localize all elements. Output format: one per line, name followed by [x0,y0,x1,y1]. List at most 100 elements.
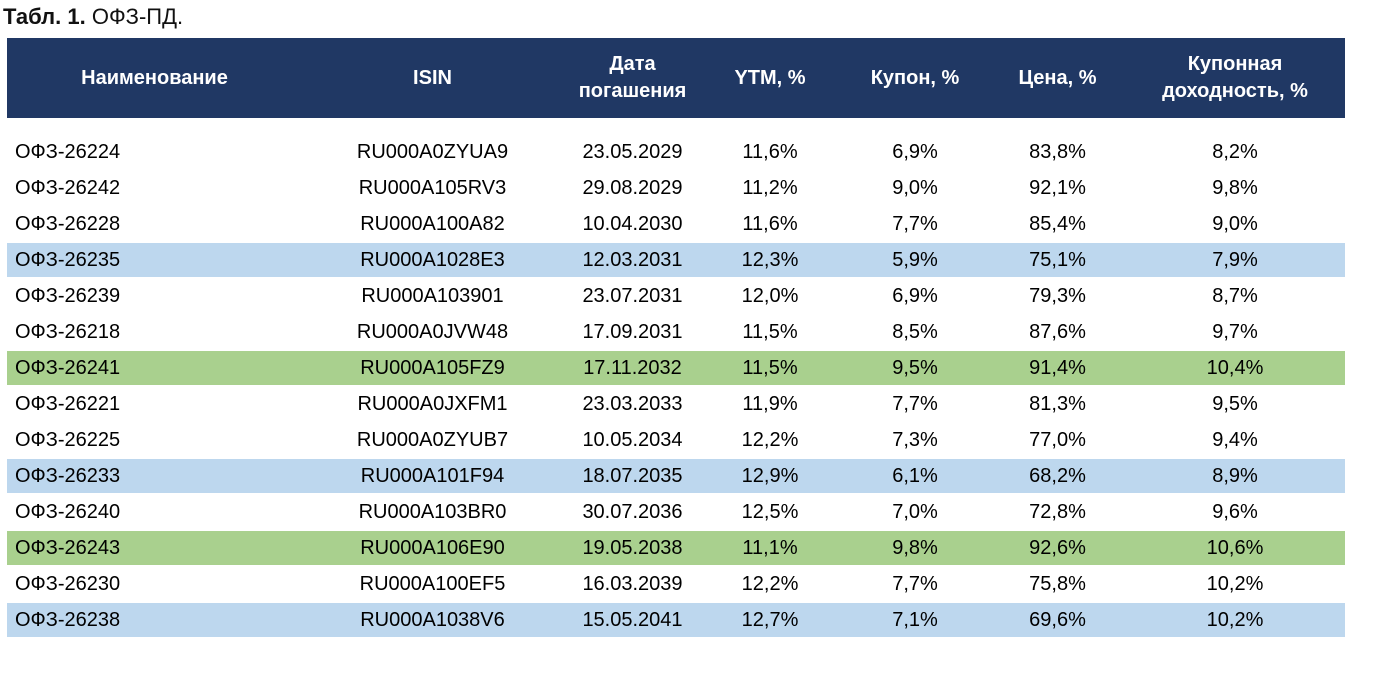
cell-coupon_yield: 9,5% [1125,386,1345,423]
cell-ytm: 12,9% [700,458,840,495]
cell-maturity: 10.04.2030 [565,206,700,243]
table-header-row: Наименование ISIN Дата погашения YTM, % … [7,38,1345,118]
cell-coupon: 9,8% [840,530,990,567]
cell-coupon: 7,7% [840,566,990,603]
table-header: Наименование ISIN Дата погашения YTM, % … [7,38,1345,118]
table-body: ОФЗ-26224 RU000A0ZYUA9 23.05.2029 11,6% 6,9%… [7,118,1345,639]
cell-name: ОФЗ-26233 [7,458,300,495]
cell-price: 68,2% [990,458,1125,495]
cell-coupon_yield: 9,4% [1125,422,1345,459]
cell-name: ОФЗ-26243 [7,530,300,567]
column-header-coupon-yield: Купонная доходность, % [1125,38,1345,118]
cell-coupon: 8,5% [840,314,990,351]
cell-name: ОФЗ-26230 [7,566,300,603]
table-caption-number: Табл. 1. [3,4,86,29]
column-header-ytm: YTM, % [700,38,840,118]
cell-ytm: 12,2% [700,566,840,603]
cell-coupon_yield: 10,6% [1125,530,1345,567]
cell-isin: RU000A1038V6 [300,602,565,639]
cell-isin: RU000A103901 [300,278,565,315]
cell-name: ОФЗ-26225 [7,422,300,459]
column-header-coupon: Купон, % [840,38,990,118]
cell-coupon_yield: 8,2% [1125,135,1345,171]
cell-name: ОФЗ-26235 [7,242,300,279]
table-row: ОФЗ-26243 RU000A106E90 19.05.2038 11,1% 9,8%… [7,530,1345,567]
cell-coupon_yield: 10,2% [1125,602,1345,639]
cell-coupon_yield: 9,8% [1125,170,1345,207]
cell-isin: RU000A101F94 [300,458,565,495]
cell-price: 69,6% [990,602,1125,639]
cell-isin: RU000A100A82 [300,206,565,243]
cell-name: ОФЗ-26224 [7,135,300,171]
cell-maturity: 23.05.2029 [565,135,700,171]
cell-ytm: 11,2% [700,170,840,207]
table-row: ОФЗ-26233 RU000A101F94 18.07.2035 12,9% 6,1%… [7,458,1345,495]
cell-coupon_yield: 9,0% [1125,206,1345,243]
table-row: ОФЗ-26242 RU000A105RV3 29.08.2029 11,2% 9,0%… [7,170,1345,207]
cell-coupon_yield: 8,7% [1125,278,1345,315]
cell-isin: RU000A0JXFM1 [300,386,565,423]
cell-coupon_yield: 7,9% [1125,242,1345,279]
column-header-isin: ISIN [300,38,565,118]
cell-ytm: 12,0% [700,278,840,315]
cell-maturity: 10.05.2034 [565,422,700,459]
cell-maturity: 16.03.2039 [565,566,700,603]
cell-isin: RU000A106E90 [300,530,565,567]
cell-price: 75,8% [990,566,1125,603]
cell-name: ОФЗ-26221 [7,386,300,423]
cell-name: ОФЗ-26240 [7,494,300,531]
cell-price: 83,8% [990,135,1125,171]
cell-name: ОФЗ-26228 [7,206,300,243]
cell-ytm: 11,5% [700,314,840,351]
cell-coupon: 5,9% [840,242,990,279]
table-row: ОФЗ-26221 RU000A0JXFM1 23.03.2033 11,9% 7,7%… [7,386,1345,423]
cell-maturity: 30.07.2036 [565,494,700,531]
cell-isin: RU000A103BR0 [300,494,565,531]
cell-isin: RU000A0JVW48 [300,314,565,351]
cell-isin: RU000A105FZ9 [300,350,565,387]
table-row: ОФЗ-26235 RU000A1028E3 12.03.2031 12,3% 5,9%… [7,242,1345,279]
cell-name: ОФЗ-26242 [7,170,300,207]
table-row: ОФЗ-26238 RU000A1038V6 15.05.2041 12,7% 7,1%… [7,602,1345,639]
cell-price: 92,1% [990,170,1125,207]
cell-isin: RU000A0ZYUB7 [300,422,565,459]
cell-isin: RU000A100EF5 [300,566,565,603]
cell-coupon: 6,1% [840,458,990,495]
cell-coupon_yield: 9,6% [1125,494,1345,531]
cell-name: ОФЗ-26241 [7,350,300,387]
column-header-name: Наименование [7,38,300,118]
cell-price: 77,0% [990,422,1125,459]
cell-maturity: 29.08.2029 [565,170,700,207]
cell-isin: RU000A0ZYUA9 [300,135,565,171]
cell-maturity: 17.09.2031 [565,314,700,351]
table-caption: Табл. 1. ОФЗ-ПД. [3,4,183,30]
table-row: ОФЗ-26230 RU000A100EF5 16.03.2039 12,2% 7,7%… [7,566,1345,603]
table-row: ОФЗ-26228 RU000A100A82 10.04.2030 11,6% 7,7%… [7,206,1345,243]
cell-isin: RU000A105RV3 [300,170,565,207]
cell-coupon: 9,5% [840,350,990,387]
cell-name: ОФЗ-26238 [7,602,300,639]
cell-price: 75,1% [990,242,1125,279]
cell-ytm: 11,5% [700,350,840,387]
cell-coupon: 7,7% [840,206,990,243]
cell-price: 92,6% [990,530,1125,567]
cell-coupon_yield: 8,9% [1125,458,1345,495]
column-header-maturity: Дата погашения [565,38,700,118]
cell-coupon: 7,3% [840,422,990,459]
cell-price: 85,4% [990,206,1125,243]
cell-ytm: 12,5% [700,494,840,531]
cell-price: 91,4% [990,350,1125,387]
cell-ytm: 12,7% [700,602,840,639]
cell-maturity: 19.05.2038 [565,530,700,567]
cell-ytm: 12,3% [700,242,840,279]
cell-maturity: 23.07.2031 [565,278,700,315]
table-caption-text: ОФЗ-ПД. [85,4,184,29]
cell-coupon: 7,7% [840,386,990,423]
cell-ytm: 11,1% [700,530,840,567]
cell-price: 87,6% [990,314,1125,351]
cell-price: 72,8% [990,494,1125,531]
cell-coupon: 9,0% [840,170,990,207]
cell-ytm: 12,2% [700,422,840,459]
cell-isin: RU000A1028E3 [300,242,565,279]
table-row: ОФЗ-26240 RU000A103BR0 30.07.2036 12,5% 7,0%… [7,494,1345,531]
